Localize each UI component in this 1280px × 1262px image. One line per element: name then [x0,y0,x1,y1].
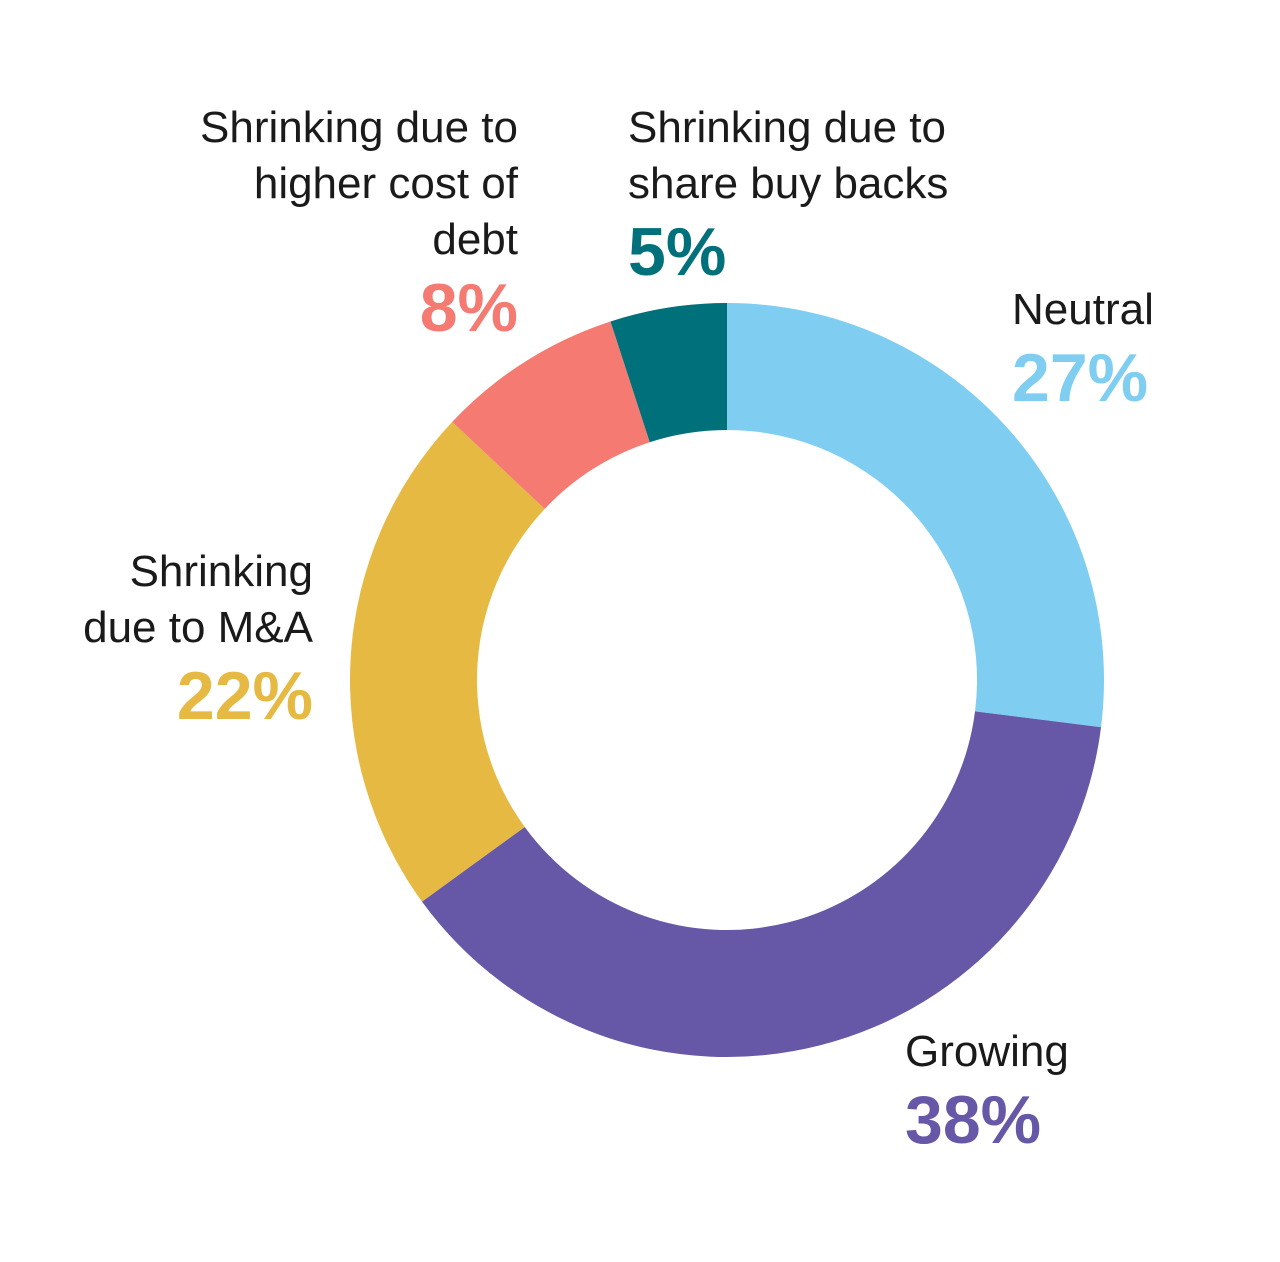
category-label: Growing [905,1027,1069,1076]
value-label: 5% [628,214,727,290]
slice-label: Neutral 27% [1012,282,1252,418]
category-label: Shrinking due to higher cost of debt [200,103,518,264]
slice [727,303,1104,728]
category-label: Neutral [1012,285,1154,334]
slice [610,303,727,443]
slice [422,711,1102,1057]
slice-label: Shrinking due to share buy backs 5% [628,100,1048,292]
value-label: 8% [419,270,518,346]
value-label: 38% [905,1082,1042,1158]
value-label: 27% [1012,340,1149,416]
category-label: Shrinking due to M&A [83,547,313,652]
slice [349,421,545,902]
slice-label: Shrinking due to higher cost of debt 8% [188,100,518,348]
category-label: Shrinking due to share buy backs [628,103,949,208]
value-label: 22% [176,658,313,734]
slice [452,321,650,509]
slice-label: Shrinking due to M&A 22% [63,544,313,736]
slice-label: Growing 38% [905,1024,1185,1160]
